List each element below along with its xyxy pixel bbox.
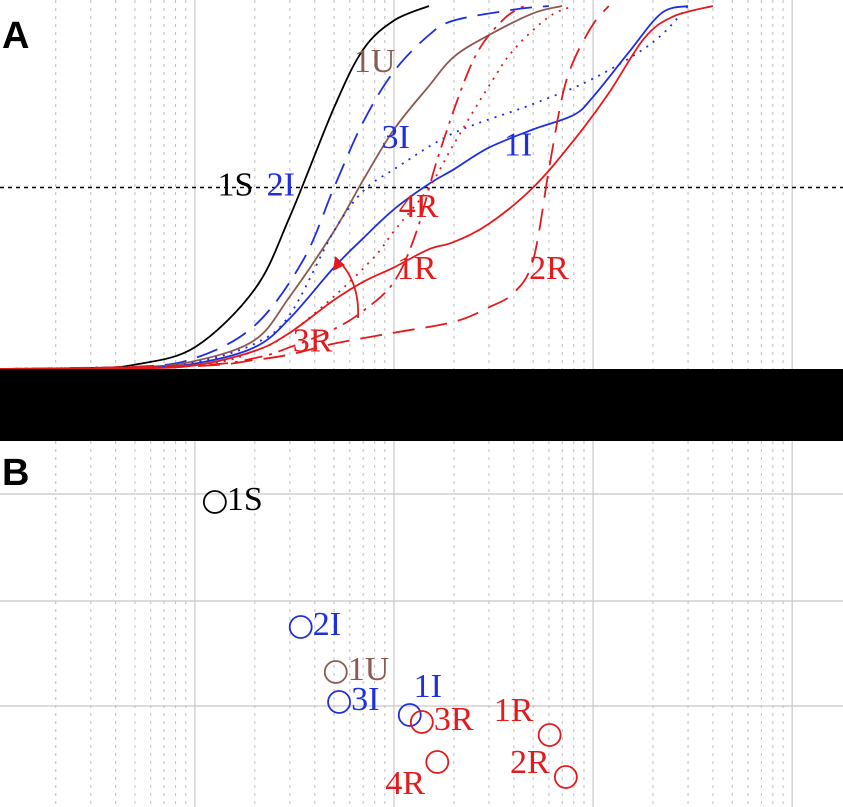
panel-b-grid	[0, 441, 843, 807]
curve-3i	[0, 5, 689, 370]
curve-1i	[0, 5, 689, 370]
point-1i	[397, 703, 422, 727]
curve-label-1s: 1S	[218, 166, 254, 203]
arrow-head	[333, 257, 345, 271]
point-3i	[327, 690, 351, 714]
curve-label-2r: 2R	[529, 250, 569, 287]
curve-label-1r: 1R	[397, 250, 437, 287]
point-label-2i: 2I	[313, 606, 341, 643]
curve-1r	[0, 5, 714, 370]
point-label-2r: 2R	[510, 744, 550, 781]
point-label-1r: 1R	[494, 692, 534, 729]
panel-a-letter: A	[2, 15, 29, 57]
curve-2i	[0, 5, 549, 370]
panel-b-letter: B	[2, 452, 29, 494]
curve-4r	[0, 5, 575, 370]
point-1u	[323, 660, 348, 684]
point-label-3r: 3R	[434, 701, 474, 738]
curve-pointer-arrow	[333, 256, 360, 319]
point-label-3i: 3I	[351, 681, 379, 718]
point-label-4r: 4R	[385, 765, 425, 802]
panel-a-curve-labels: 1S 2I 1U 3I 1I 4R 1R 2R 3R	[218, 43, 570, 360]
point-1s	[202, 490, 227, 514]
curve-label-3r: 3R	[293, 322, 333, 359]
curve-label-3i: 3I	[382, 119, 410, 156]
panel-a-curves	[0, 5, 714, 370]
point-3r	[409, 710, 434, 734]
point-label-1u: 1U	[348, 651, 390, 688]
point-1r	[537, 723, 562, 747]
point-2r	[553, 765, 578, 789]
point-4r	[425, 750, 450, 774]
point-label-1i: 1I	[414, 668, 442, 705]
panel-separator-bar	[0, 369, 843, 441]
curve-label-1u: 1U	[354, 43, 396, 80]
curve-3r	[0, 5, 525, 370]
point-label-1s: 1S	[227, 481, 263, 518]
panel-a: 1S 2I 1U 3I 1I 4R 1R 2R 3R A	[0, 0, 843, 370]
curve-label-4r: 4R	[399, 188, 439, 225]
curve-label-1i: 1I	[504, 126, 532, 163]
panel-a-grid	[55, 0, 793, 369]
curve-label-2i: 2I	[267, 166, 295, 203]
point-2i	[288, 615, 313, 639]
